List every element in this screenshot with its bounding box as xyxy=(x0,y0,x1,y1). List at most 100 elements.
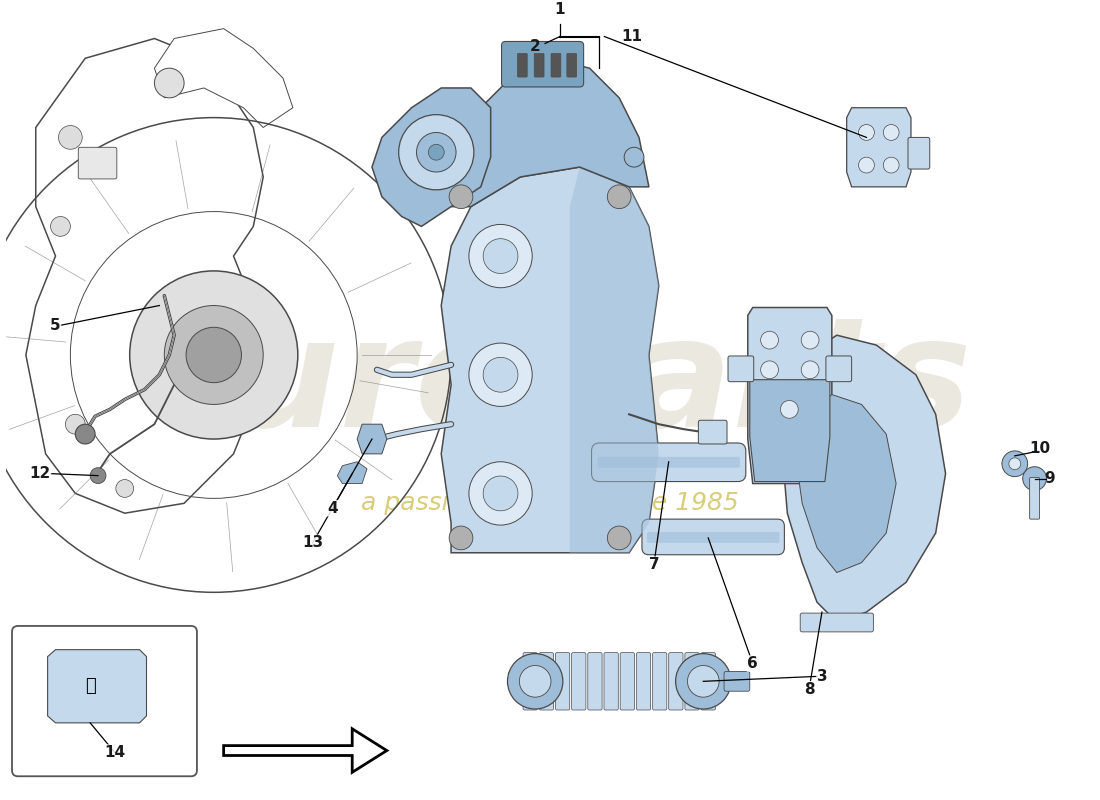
FancyBboxPatch shape xyxy=(642,519,784,554)
FancyBboxPatch shape xyxy=(551,54,561,77)
Circle shape xyxy=(688,666,719,697)
Polygon shape xyxy=(338,462,367,483)
FancyBboxPatch shape xyxy=(701,653,715,710)
Text: 6: 6 xyxy=(747,656,758,671)
FancyBboxPatch shape xyxy=(724,671,750,691)
Circle shape xyxy=(483,238,518,274)
Circle shape xyxy=(507,654,563,709)
FancyBboxPatch shape xyxy=(78,147,117,179)
Polygon shape xyxy=(358,424,387,454)
Polygon shape xyxy=(154,29,293,127)
FancyBboxPatch shape xyxy=(604,653,618,710)
FancyBboxPatch shape xyxy=(556,653,570,710)
Polygon shape xyxy=(847,108,911,187)
Circle shape xyxy=(859,125,874,140)
Circle shape xyxy=(624,147,644,167)
FancyBboxPatch shape xyxy=(535,54,544,77)
Circle shape xyxy=(398,114,474,190)
FancyBboxPatch shape xyxy=(587,653,602,710)
Circle shape xyxy=(449,185,473,209)
Circle shape xyxy=(186,327,241,382)
Circle shape xyxy=(417,133,456,172)
Text: 13: 13 xyxy=(302,535,323,550)
Polygon shape xyxy=(782,335,946,622)
Circle shape xyxy=(801,361,820,378)
FancyBboxPatch shape xyxy=(566,54,576,77)
Text: 12: 12 xyxy=(30,466,51,481)
FancyBboxPatch shape xyxy=(698,420,727,444)
FancyBboxPatch shape xyxy=(620,653,635,710)
FancyBboxPatch shape xyxy=(800,613,873,632)
Polygon shape xyxy=(750,380,829,482)
FancyBboxPatch shape xyxy=(728,356,754,382)
Circle shape xyxy=(469,462,532,525)
Circle shape xyxy=(154,68,184,98)
Text: a passion for parts since 1985: a passion for parts since 1985 xyxy=(361,491,739,515)
Circle shape xyxy=(164,306,263,405)
Polygon shape xyxy=(451,58,649,206)
Text: 2: 2 xyxy=(530,39,540,54)
Circle shape xyxy=(51,217,70,236)
FancyBboxPatch shape xyxy=(539,653,553,710)
Text: 🐴: 🐴 xyxy=(85,678,96,695)
Polygon shape xyxy=(748,307,832,483)
FancyBboxPatch shape xyxy=(637,653,650,710)
Circle shape xyxy=(1023,466,1046,490)
FancyBboxPatch shape xyxy=(685,653,700,710)
Text: 5: 5 xyxy=(50,318,60,333)
Circle shape xyxy=(1009,458,1021,470)
Circle shape xyxy=(130,271,298,439)
FancyBboxPatch shape xyxy=(1030,478,1040,519)
FancyBboxPatch shape xyxy=(572,653,586,710)
FancyBboxPatch shape xyxy=(669,653,683,710)
Text: 11: 11 xyxy=(621,29,642,44)
FancyBboxPatch shape xyxy=(517,54,527,77)
Circle shape xyxy=(883,157,899,173)
Text: 7: 7 xyxy=(649,557,659,572)
FancyBboxPatch shape xyxy=(597,457,740,468)
Circle shape xyxy=(780,401,799,418)
Polygon shape xyxy=(570,167,659,553)
Circle shape xyxy=(65,414,85,434)
Circle shape xyxy=(883,125,899,140)
Text: europarts: europarts xyxy=(128,310,972,459)
Text: 4: 4 xyxy=(327,501,338,516)
Polygon shape xyxy=(441,167,659,553)
Text: 14: 14 xyxy=(104,745,125,760)
Polygon shape xyxy=(26,38,263,514)
Circle shape xyxy=(675,654,732,709)
Circle shape xyxy=(428,144,444,160)
Circle shape xyxy=(760,331,779,349)
Circle shape xyxy=(469,343,532,406)
Polygon shape xyxy=(795,394,896,573)
Circle shape xyxy=(519,666,551,697)
Circle shape xyxy=(75,424,95,444)
Text: 3: 3 xyxy=(817,669,827,684)
Circle shape xyxy=(801,331,820,349)
FancyBboxPatch shape xyxy=(12,626,197,776)
Text: 10: 10 xyxy=(1028,442,1050,457)
Circle shape xyxy=(116,479,134,498)
Polygon shape xyxy=(372,88,491,226)
Polygon shape xyxy=(47,650,146,723)
Circle shape xyxy=(90,468,106,483)
Circle shape xyxy=(469,225,532,288)
FancyBboxPatch shape xyxy=(592,443,746,482)
FancyBboxPatch shape xyxy=(826,356,851,382)
Text: 1: 1 xyxy=(554,2,565,17)
Circle shape xyxy=(449,526,473,550)
FancyBboxPatch shape xyxy=(502,42,584,87)
Circle shape xyxy=(607,185,631,209)
Polygon shape xyxy=(223,729,387,772)
Circle shape xyxy=(483,476,518,511)
Text: 9: 9 xyxy=(1044,471,1055,486)
Circle shape xyxy=(483,358,518,392)
FancyBboxPatch shape xyxy=(908,138,930,169)
FancyBboxPatch shape xyxy=(647,532,780,543)
Circle shape xyxy=(58,126,82,150)
Text: 8: 8 xyxy=(804,682,814,697)
Circle shape xyxy=(1002,451,1027,477)
Circle shape xyxy=(859,157,874,173)
Circle shape xyxy=(607,526,631,550)
FancyBboxPatch shape xyxy=(524,653,538,710)
